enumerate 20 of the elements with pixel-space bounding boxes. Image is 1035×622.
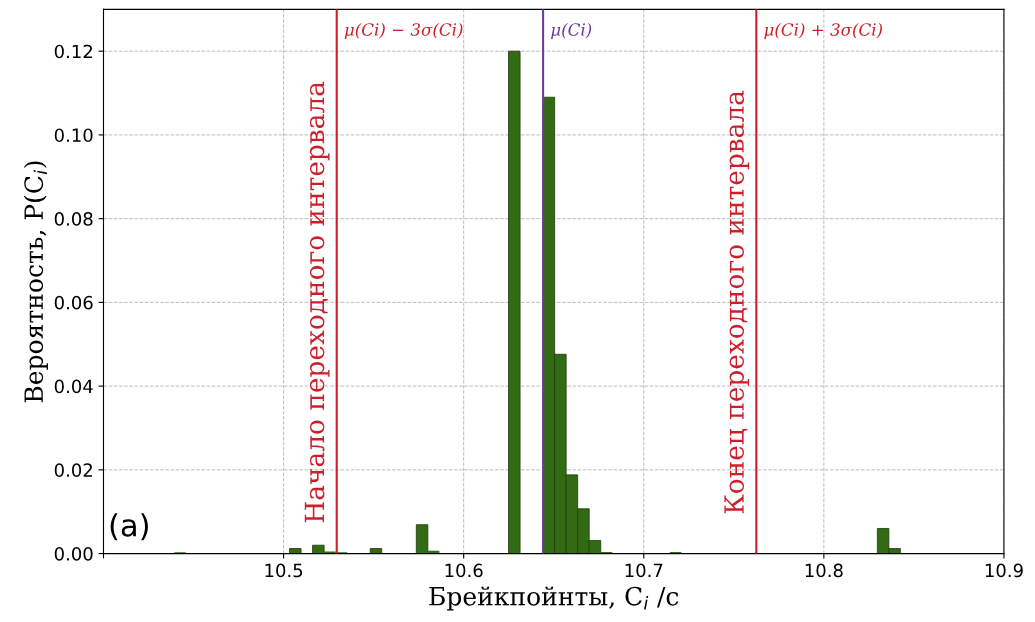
- annotation: Конец переходного интервала: [724, 90, 750, 514]
- x-tick-label: 10.9: [985, 563, 1023, 578]
- y-tick-label: 0.00: [54, 547, 93, 561]
- y-axis-title: Вероятность, P(C$_{i}$): [23, 161, 48, 403]
- y-tick-label: 0.12: [54, 44, 92, 59]
- annotation: (a): [110, 513, 148, 541]
- ref-line-label: μ(Ci) + 3σ(Ci): [764, 22, 883, 40]
- x-tick-label: 10.7: [625, 563, 663, 578]
- y-tick-label: 0.02: [54, 463, 92, 477]
- x-tick-label: 10.6: [445, 563, 483, 578]
- y-tick-label: 0.08: [54, 212, 93, 226]
- y-tick-label: 0.10: [54, 128, 93, 143]
- x-tick-label: 10.5: [265, 563, 303, 578]
- x-tick-label: 10.8: [805, 563, 843, 578]
- annotation: Начало переходного интервала: [304, 81, 330, 523]
- ref-line-label: μ(Ci): [551, 22, 592, 40]
- y-tick-label: 0.04: [54, 379, 93, 394]
- x-axis-title: Брейкпойнты, C$_{i}$ /c: [429, 586, 679, 611]
- ref-line-label: μ(Ci) − 3σ(Ci): [344, 22, 463, 40]
- y-tick-label: 0.06: [54, 295, 93, 310]
